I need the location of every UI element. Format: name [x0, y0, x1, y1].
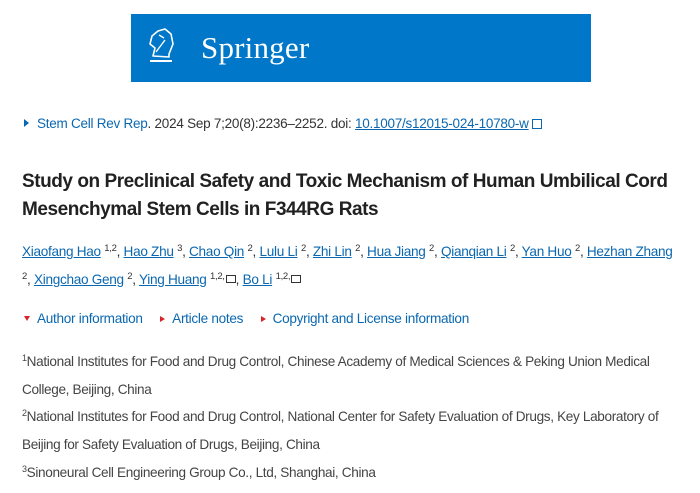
author-information-toggle[interactable]: Author information [24, 311, 143, 326]
author-link[interactable]: Yan Huo [521, 244, 572, 259]
affiliation-ref: 2 [574, 243, 580, 254]
affiliation-ref: 2 [355, 243, 361, 254]
citation-details: . 2024 Sep 7;20(8):2236–2252. doi: [147, 116, 355, 131]
springer-chess-knight-icon [149, 28, 174, 62]
author-entry: Xingchao Geng 2 [33, 271, 133, 287]
email-icon[interactable] [291, 275, 302, 283]
affiliation-ref: 2 [509, 243, 515, 254]
author-link[interactable]: Bo Li [242, 272, 273, 287]
author-link[interactable]: Lulu Li [259, 244, 298, 259]
springer-banner[interactable]: Springer [131, 14, 591, 82]
author-entry: Lulu Li 2 [259, 243, 307, 259]
doi-link[interactable]: 10.1007/s12015-024-10780-w [354, 116, 529, 131]
external-link-icon[interactable] [531, 119, 542, 129]
affiliation-3: 3Sinoneural Cell Engineering Group Co., … [22, 463, 376, 480]
author-link[interactable]: Xingchao Geng [33, 272, 124, 287]
email-icon[interactable] [225, 275, 236, 283]
article-notes-toggle[interactable]: Article notes [160, 311, 243, 326]
author-entry: Hao Zhu 3 [124, 244, 183, 259]
triangle-down-icon [24, 316, 30, 321]
copyright-toggle[interactable]: Copyright and License information [260, 311, 469, 326]
triangle-right-icon [260, 316, 266, 322]
affiliations: 1National Institutes for Food and Drug C… [22, 348, 662, 487]
author-link[interactable]: Xiaofang Hao [22, 244, 101, 259]
author-entry: Yan Huo 2 [521, 243, 581, 259]
affiliation-2: 2National Institutes for Food and Drug C… [22, 408, 659, 453]
article-info-links: Author information Article notes Copyrig… [24, 311, 483, 326]
affiliation-ref: 2 [127, 271, 133, 282]
article-title: Study on Preclinical Safety and Toxic Me… [22, 171, 668, 220]
author-entry: Bo Li 1,2, [243, 272, 302, 287]
journal-link[interactable]: Stem Cell Rev Rep [37, 116, 148, 131]
author-list: Xiaofang Hao 1,2, Hao Zhu 3, Chao Qin 2,… [22, 243, 673, 287]
springer-brand: Springer [201, 30, 310, 65]
author-link[interactable]: Hezhan Zhang [586, 244, 673, 259]
affiliation-ref: 1,2, [275, 271, 291, 282]
affiliation-ref: 2 [22, 271, 27, 282]
affiliation-1: 1National Institutes for Food and Drug C… [22, 353, 650, 397]
author-link[interactable]: Ying Huang [138, 272, 207, 287]
author-entry: Xiaofang Hao 1,2 [22, 244, 117, 259]
author-entry: Chao Qin 2 [189, 244, 253, 259]
affiliation-ref: 1,2 [104, 243, 117, 254]
expand-triangle-icon[interactable] [24, 119, 29, 127]
author-link[interactable]: Hua Jiang [367, 244, 426, 259]
author-link[interactable]: Qianqian Li [441, 244, 507, 259]
author-entry: Ying Huang 1,2, [139, 272, 236, 287]
triangle-right-icon [160, 316, 166, 322]
affiliation-ref: 3 [177, 243, 183, 254]
author-link[interactable]: Zhi Lin [312, 244, 352, 259]
affiliation-ref: 2 [300, 243, 306, 254]
author-link[interactable]: Hao Zhu [123, 244, 174, 259]
affiliation-ref: 2 [247, 243, 253, 254]
citation: Stem Cell Rev Rep. 2024 Sep 7;20(8):2236… [24, 116, 542, 131]
author-entry: Hua Jiang 2 [367, 244, 434, 259]
author-entry: Qianqian Li 2 [441, 244, 515, 259]
author-entry: Zhi Lin 2 [313, 244, 360, 259]
affiliation-ref: 1,2, [210, 271, 225, 282]
author-entry: Hezhan Zhang 2 [22, 244, 673, 287]
author-link[interactable]: Chao Qin [189, 244, 245, 259]
affiliation-ref: 2 [429, 243, 435, 254]
